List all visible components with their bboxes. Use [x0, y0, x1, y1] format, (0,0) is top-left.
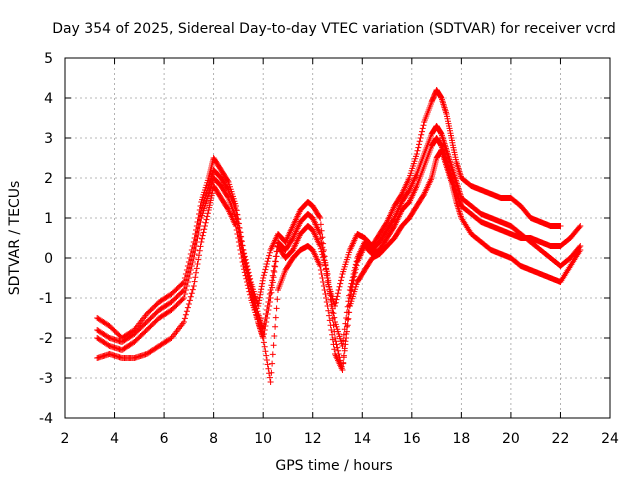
plot-frame	[64, 57, 611, 419]
y-tick-label: 3	[44, 131, 53, 147]
y-tick-label: 1	[44, 211, 53, 227]
x-tick-label: 22	[552, 431, 570, 447]
x-tick-label: 8	[209, 431, 218, 447]
series-day-1	[94, 87, 564, 341]
series-day-3	[94, 147, 584, 385]
data-series	[94, 87, 584, 385]
x-axis-label: GPS time / hours	[275, 458, 392, 474]
x-tick-label: 18	[452, 431, 470, 447]
series-markers	[94, 147, 584, 385]
y-tick-label: 0	[44, 251, 53, 267]
series-day-2	[94, 135, 584, 373]
series-markers	[94, 123, 584, 349]
x-tick-label: 4	[110, 431, 119, 447]
x-tick-label: 24	[601, 431, 619, 447]
series-markers	[94, 87, 564, 341]
x-tick-label: 20	[502, 431, 520, 447]
y-tick-label: -3	[39, 371, 53, 387]
chart-title: Day 354 of 2025, Sidereal Day-to-day VTE…	[52, 21, 616, 37]
x-tick-label: 10	[254, 431, 272, 447]
x-tick-label: 6	[160, 431, 169, 447]
series-day-4	[94, 123, 584, 349]
series-markers	[94, 135, 584, 373]
y-tick-label: -1	[39, 291, 53, 307]
y-tick-label: -2	[39, 331, 53, 347]
y-axis-label: SDTVAR / TECUs	[7, 181, 23, 296]
x-tick-label: 2	[61, 431, 70, 447]
y-tick-label: -4	[39, 411, 53, 427]
y-tick-label: 4	[44, 91, 53, 107]
y-tick-label: 5	[44, 51, 53, 67]
x-tick-label: 16	[403, 431, 421, 447]
x-tick-label: 14	[353, 431, 371, 447]
x-tick-label: 12	[304, 431, 322, 447]
y-tick-label: 2	[44, 171, 53, 187]
